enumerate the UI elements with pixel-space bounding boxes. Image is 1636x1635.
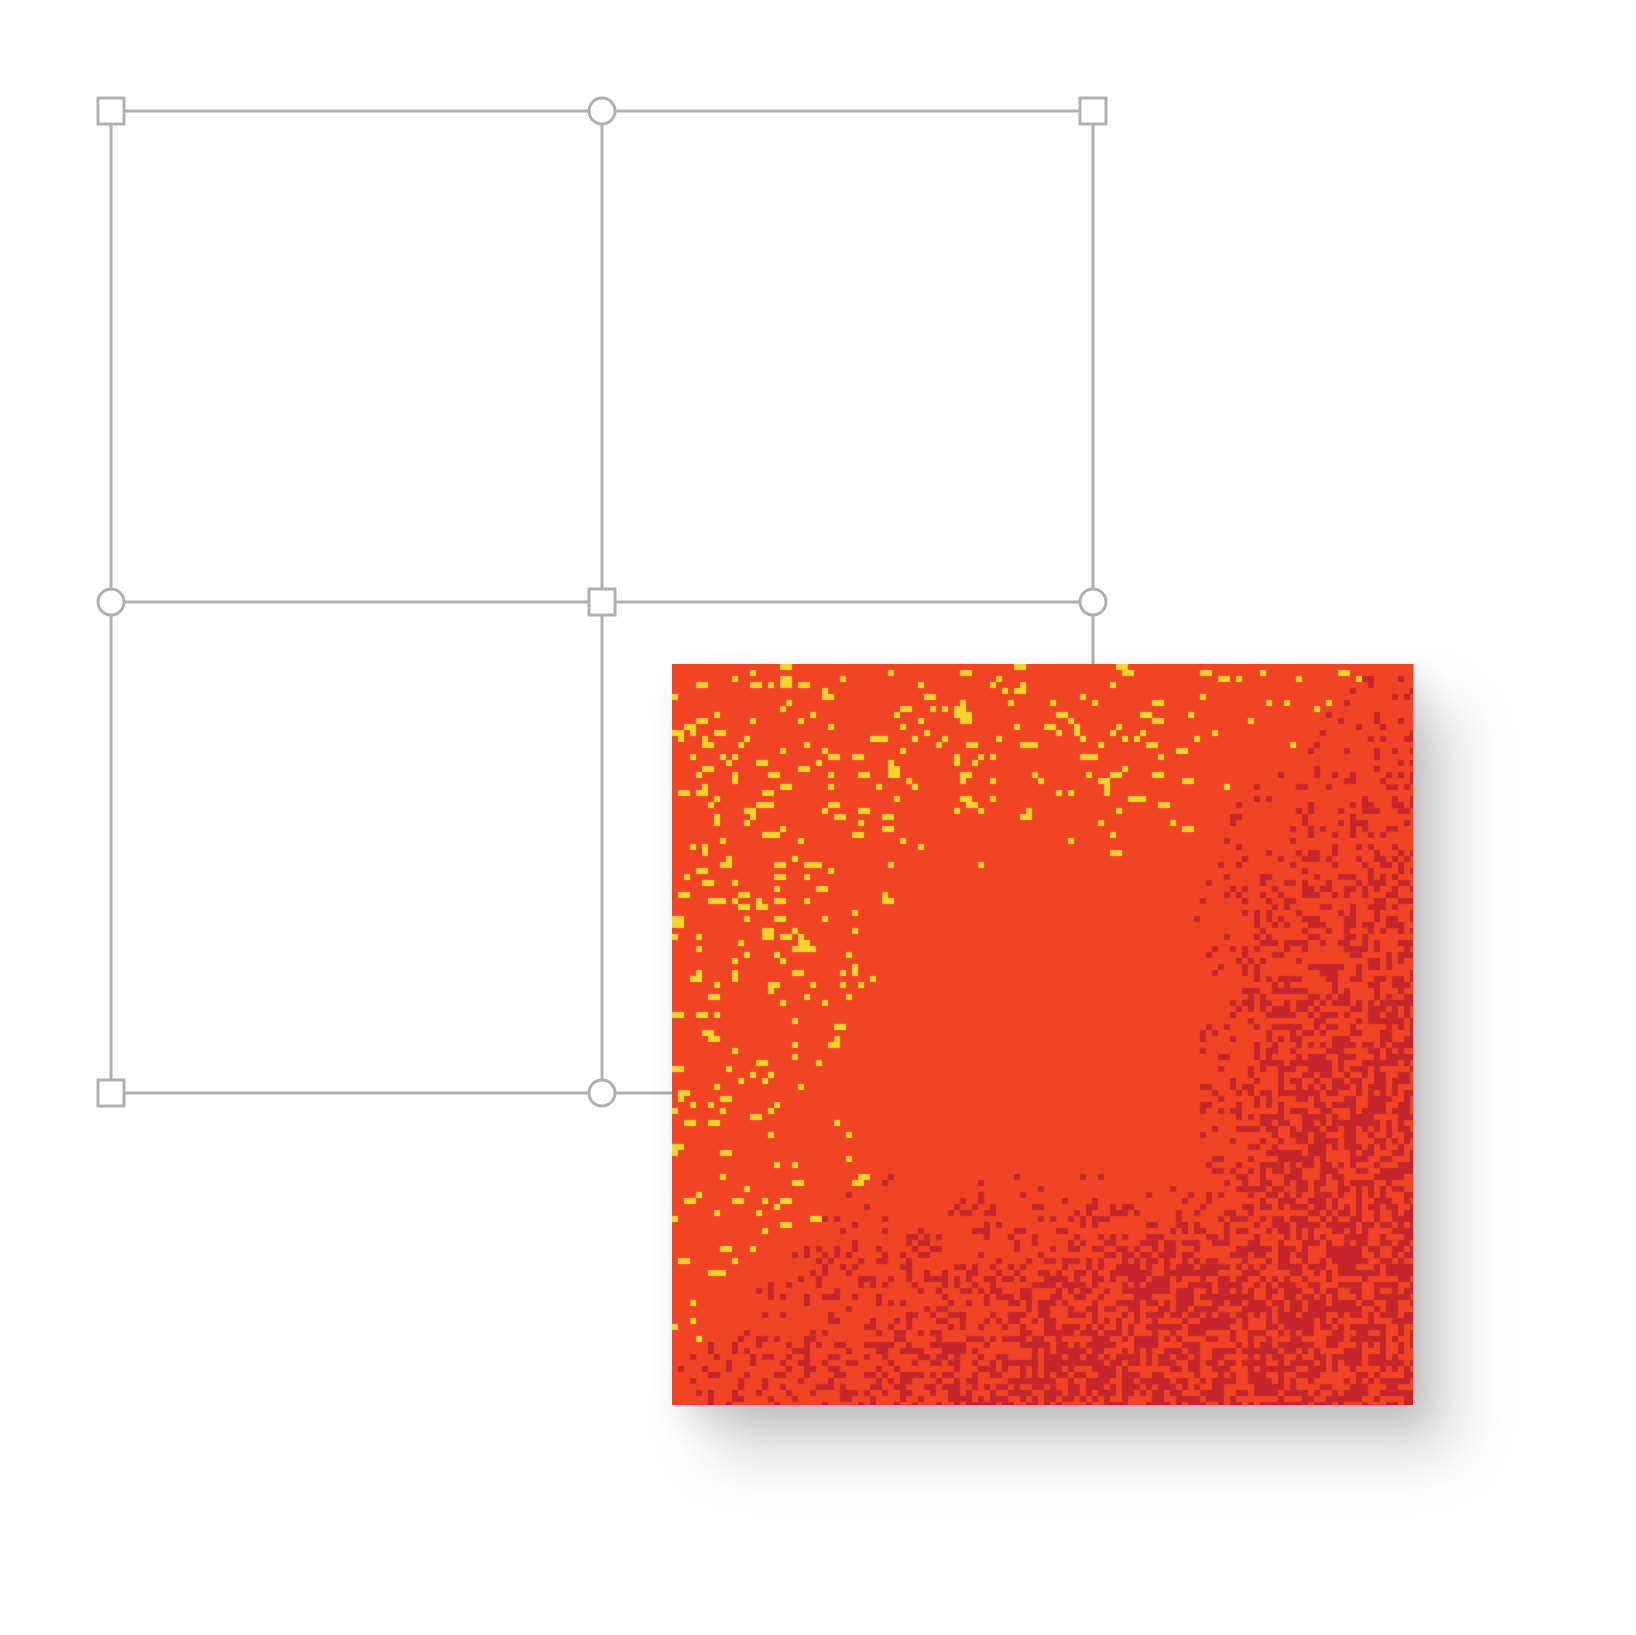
pattern-card[interactable]: [672, 664, 1413, 1405]
corner-square-handle[interactable]: [96, 96, 126, 126]
center-square-handle[interactable]: [587, 587, 617, 617]
edge-circle-handle[interactable]: [1078, 587, 1108, 617]
edge-circle-handle[interactable]: [96, 587, 126, 617]
edge-circle-handle[interactable]: [587, 96, 617, 126]
corner-square-handle[interactable]: [96, 1078, 126, 1108]
pixel-noise-pattern: [672, 664, 1413, 1405]
edge-circle-handle[interactable]: [587, 1078, 617, 1108]
corner-square-handle[interactable]: [1078, 96, 1108, 126]
